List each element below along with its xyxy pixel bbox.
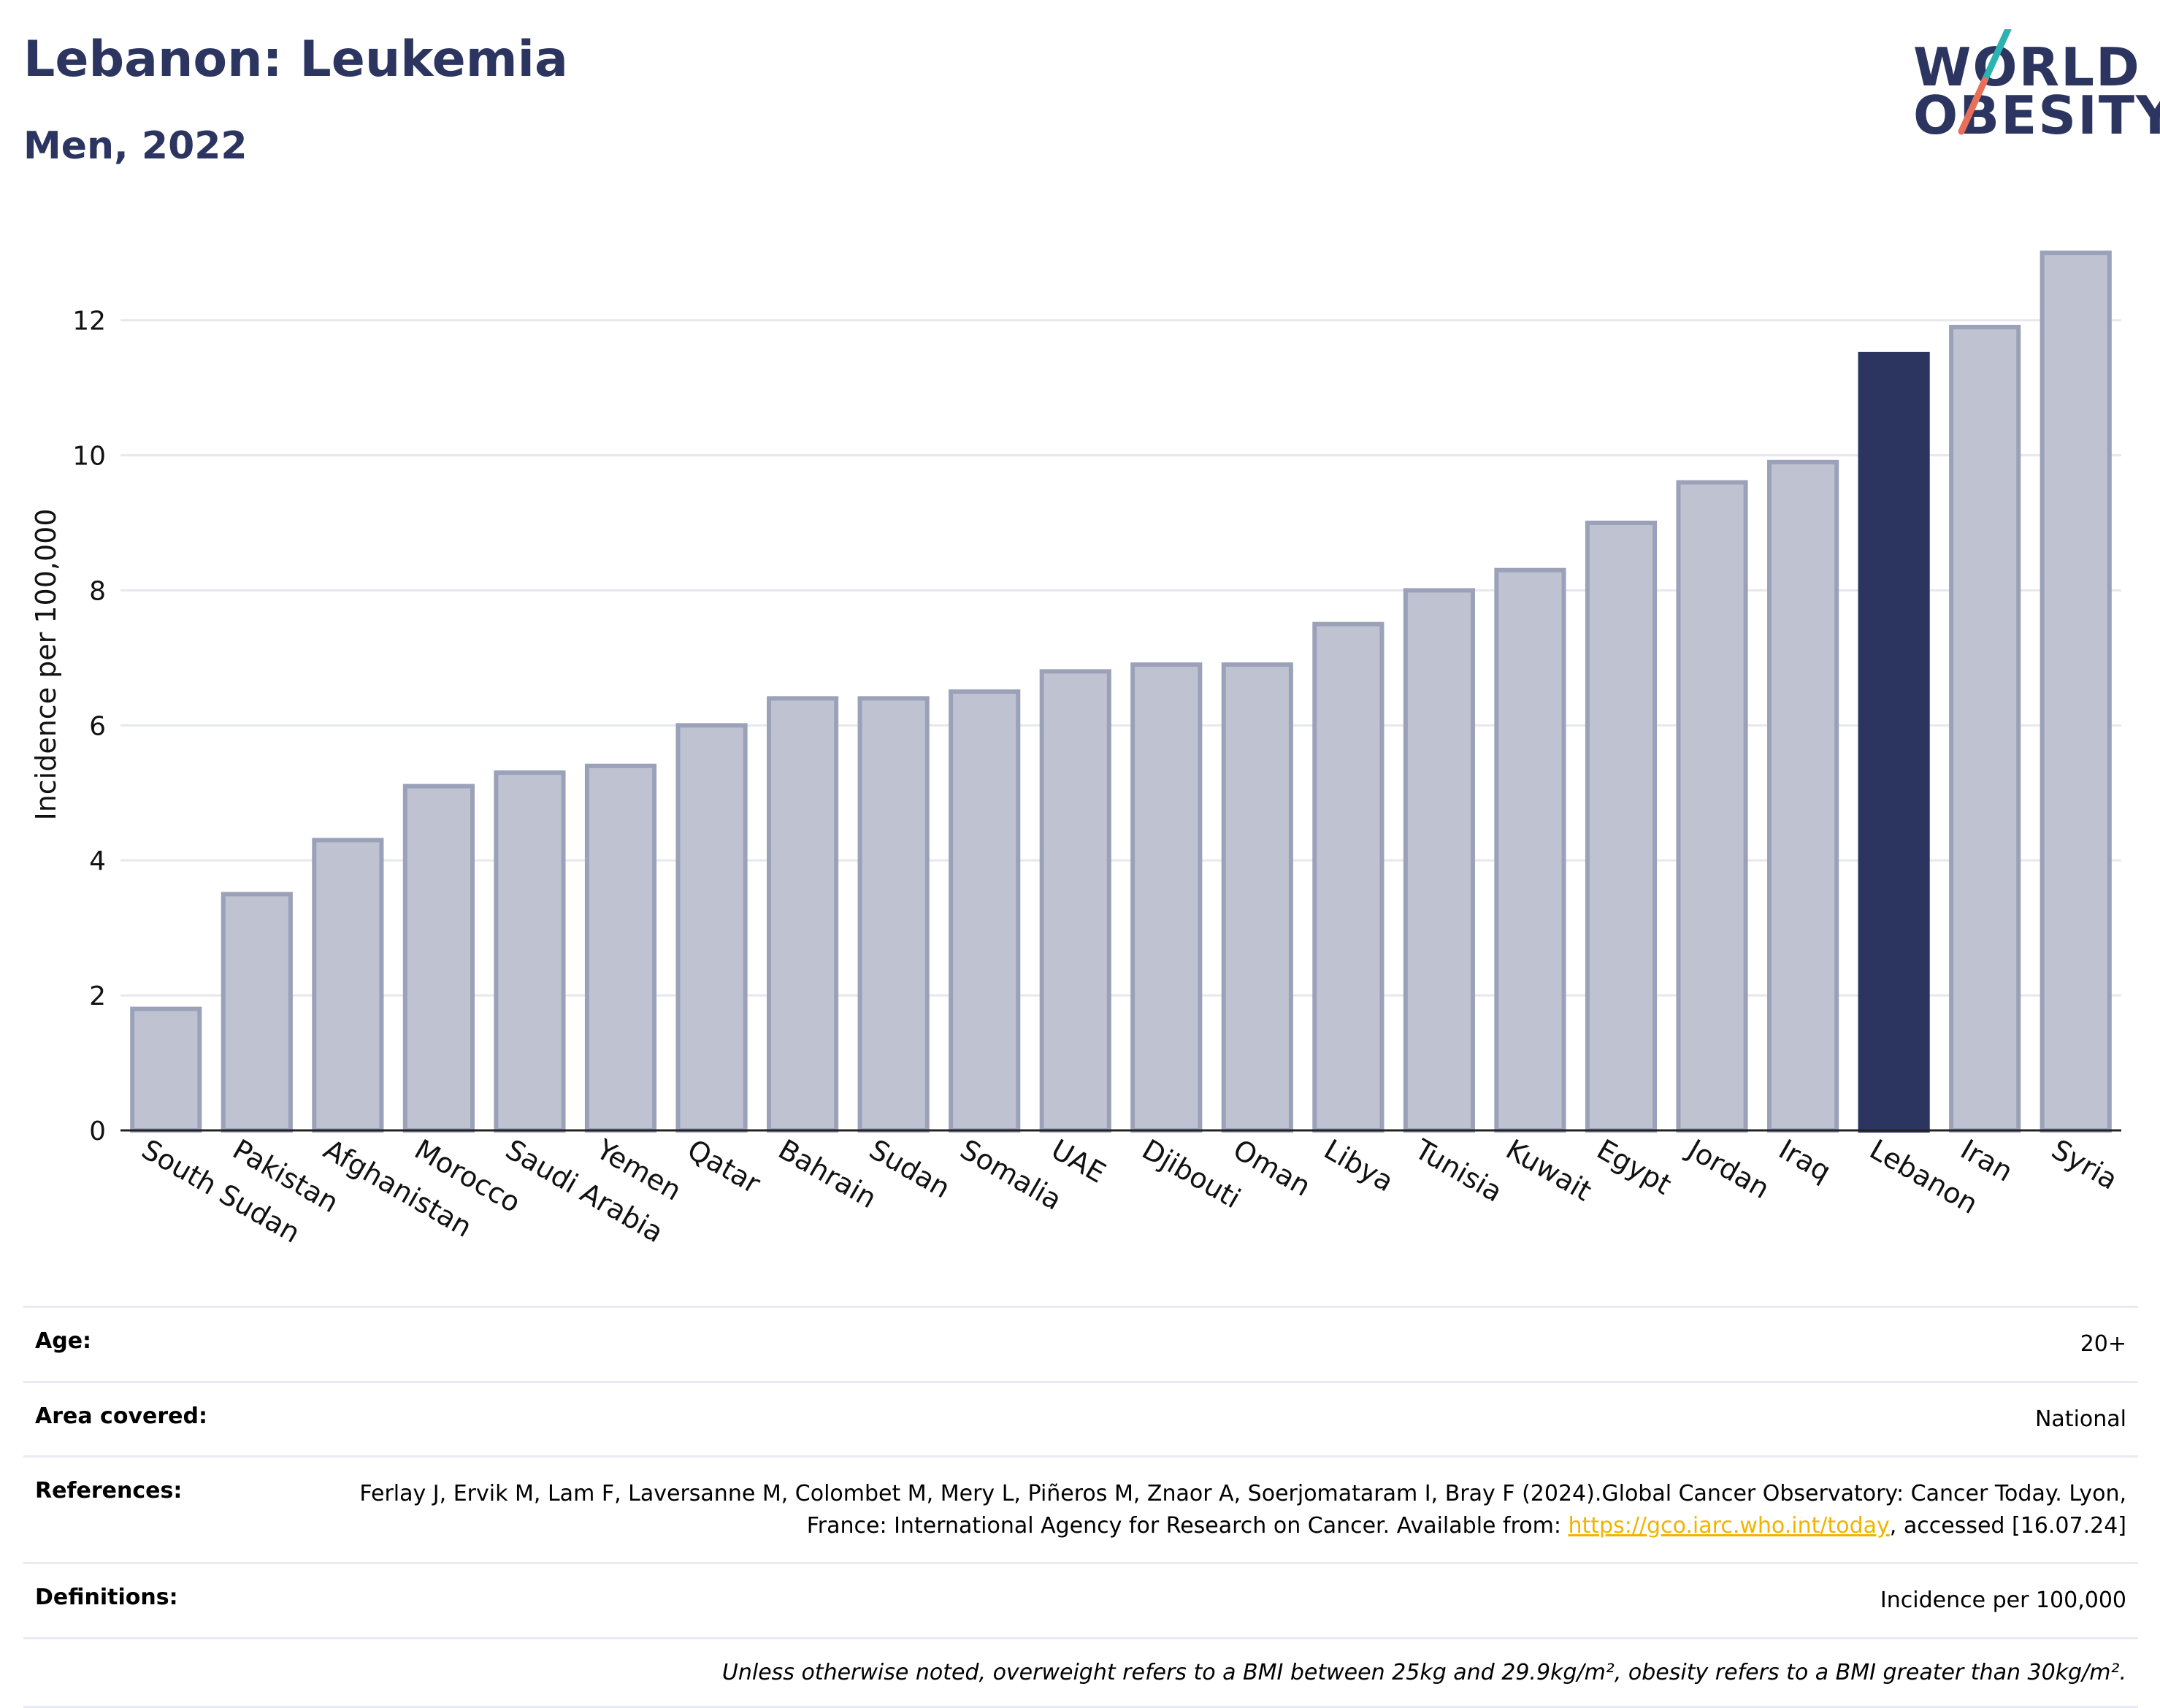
- bar-afghanistan: [312, 838, 384, 1133]
- age-label: Age:: [35, 1328, 92, 1354]
- bar-south-sudan: [130, 1006, 202, 1133]
- page-title: Lebanon: Leukemia: [23, 31, 568, 88]
- y-tick-label: 2: [89, 981, 106, 1011]
- info-table: Age: 20+ Area covered: National Referenc…: [23, 1306, 2138, 1708]
- references-suffix: , accessed [16.07.24]: [1889, 1512, 2126, 1539]
- y-tick-label: 8: [89, 576, 106, 606]
- y-tick-label: 10: [72, 442, 106, 472]
- info-row-note: Unless otherwise noted, overweight refer…: [23, 1636, 2138, 1708]
- x-tick-label: Egypt: [1592, 1133, 1677, 1201]
- x-tick-label: Jordan: [1681, 1133, 1774, 1206]
- bar-kuwait: [1494, 567, 1566, 1133]
- bar-somalia: [949, 689, 1021, 1133]
- bar-syria: [2040, 250, 2112, 1133]
- world-obesity-logo: WORLD OBESITY: [1899, 29, 2160, 161]
- bar-egypt: [1585, 521, 1658, 1133]
- y-tick-label: 4: [89, 846, 106, 876]
- x-tick-label: Syria: [2046, 1133, 2123, 1196]
- x-tick-label: Kuwait: [1501, 1133, 1597, 1208]
- x-tick-label: Somalia: [955, 1133, 1068, 1217]
- bar-yemen: [584, 763, 657, 1133]
- bar-morocco: [402, 784, 475, 1133]
- y-tick-label: 0: [89, 1117, 106, 1146]
- references-label: References:: [35, 1478, 183, 1504]
- references-link[interactable]: https://gco.iarc.who.int/today: [1568, 1512, 1890, 1539]
- bar-bahrain: [767, 696, 839, 1133]
- x-tick-label: Libya: [1319, 1133, 1399, 1198]
- bar-iraq: [1767, 459, 1839, 1133]
- bar-jordan: [1676, 480, 1748, 1133]
- definitions-value: Incidence per 100,000: [1880, 1588, 2126, 1613]
- area-label: Area covered:: [35, 1403, 207, 1429]
- bmi-note: Unless otherwise noted, overweight refer…: [721, 1659, 2126, 1685]
- x-tick-label: Iraq: [1774, 1133, 1837, 1188]
- bar-qatar: [675, 723, 748, 1133]
- y-tick-label: 6: [89, 711, 106, 741]
- bar-iran: [1949, 324, 2021, 1133]
- info-row-age: Age: 20+: [23, 1306, 2138, 1381]
- x-tick-label: Qatar: [682, 1133, 766, 1200]
- bar-pakistan: [221, 892, 293, 1133]
- logo-word-2: OBESITY: [1913, 85, 2160, 146]
- logo-word-1: WORLD: [1913, 37, 2141, 98]
- bar-lebanon: [1858, 351, 1930, 1133]
- info-row-references: References: Ferlay J, Ervik M, Lam F, La…: [23, 1455, 2138, 1562]
- definitions-label: Definitions:: [35, 1585, 178, 1610]
- references-text: Ferlay J, Ervik M, Lam F, Laversanne M, …: [359, 1481, 2126, 1539]
- age-value: 20+: [2080, 1331, 2126, 1357]
- info-row-area: Area covered: National: [23, 1380, 2138, 1456]
- y-tick-label: 12: [72, 307, 106, 337]
- y-axis-label: Incidence per 100,000: [30, 508, 62, 820]
- references-value: Ferlay J, Ervik M, Lam F, Laversanne M, …: [337, 1478, 2126, 1542]
- bar-libya: [1312, 621, 1385, 1133]
- bar-djibouti: [1130, 662, 1203, 1133]
- info-row-definitions: Definitions: Incidence per 100,000: [23, 1562, 2138, 1637]
- bar-uae: [1039, 669, 1111, 1133]
- logo-slash-icon: [1958, 29, 2012, 135]
- area-value: National: [2034, 1406, 2126, 1432]
- x-tick-label: Iran: [1956, 1133, 2018, 1188]
- bars: [130, 250, 2112, 1133]
- x-tick-label: UAE: [1046, 1133, 1111, 1190]
- bar-sudan: [857, 696, 930, 1133]
- x-tick-label: Bahrain: [773, 1133, 882, 1215]
- bar-saudi-arabia: [494, 770, 566, 1133]
- page-subtitle: Men, 2022: [23, 124, 248, 168]
- bar-oman: [1221, 662, 1293, 1133]
- bar-tunisia: [1403, 588, 1475, 1133]
- x-tick-label: Tunisia: [1409, 1133, 1508, 1209]
- x-tick-label: Djibouti: [1137, 1133, 1246, 1215]
